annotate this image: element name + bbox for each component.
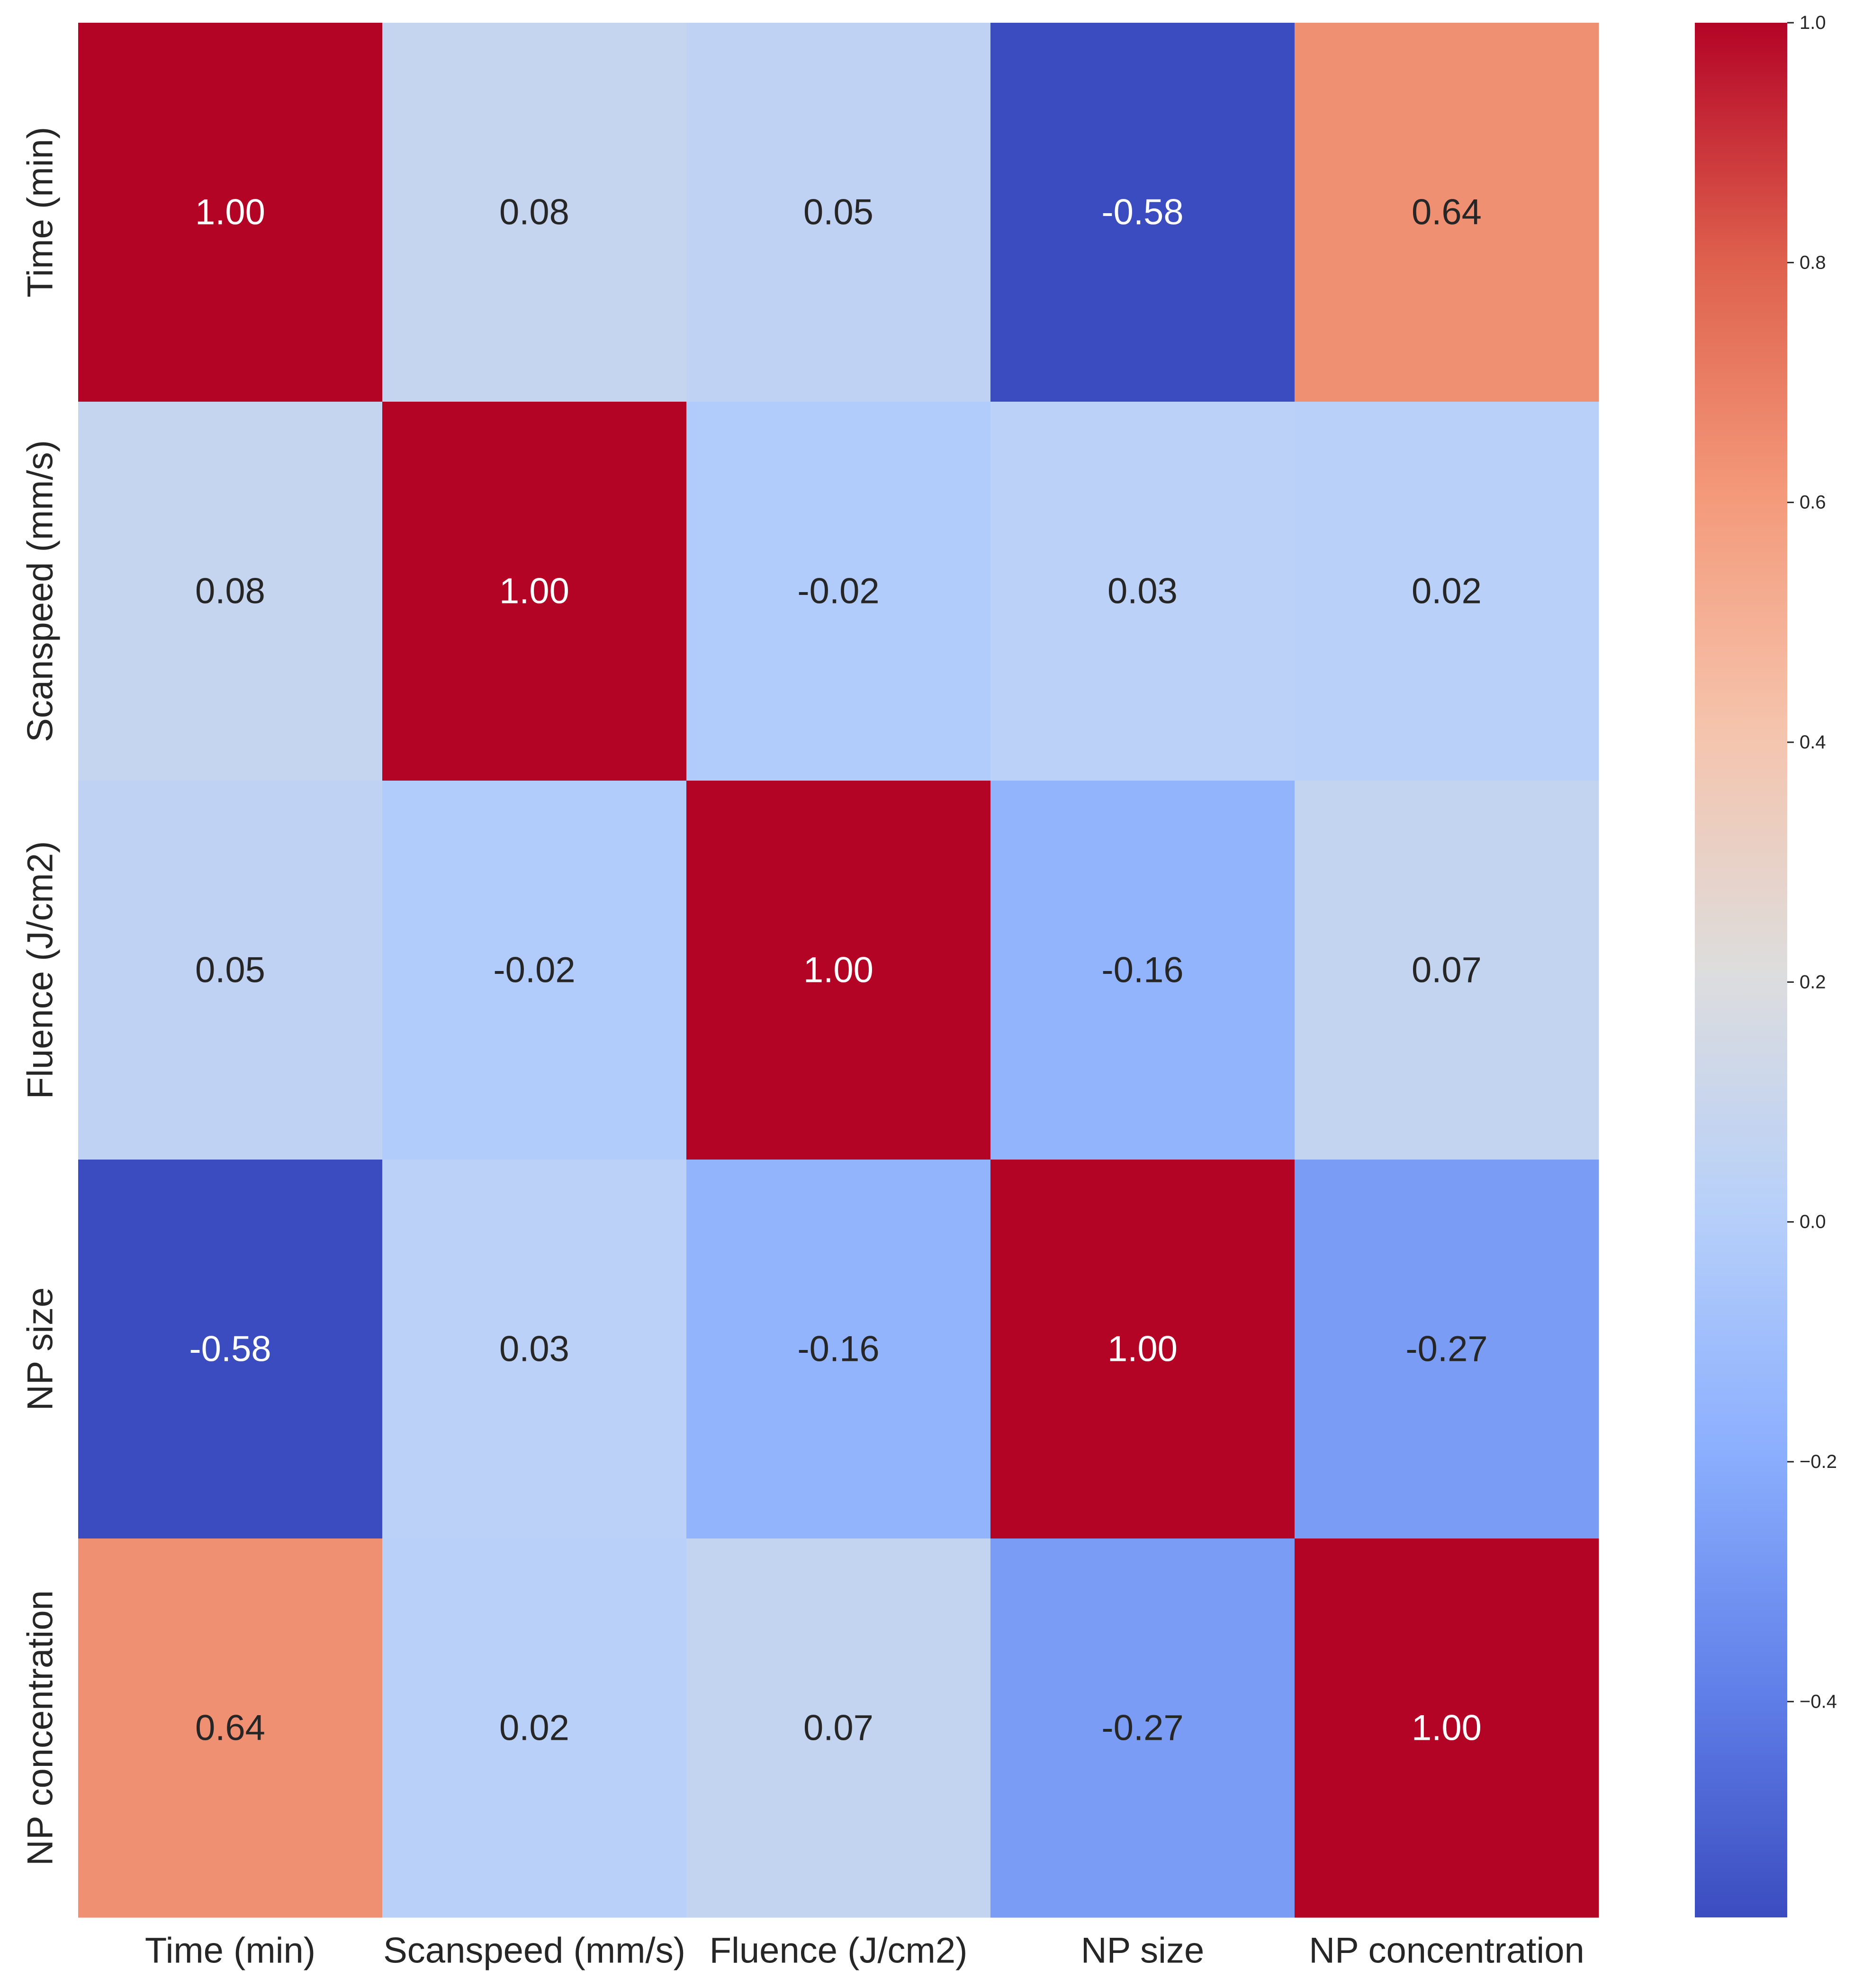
heatmap-cell-label-r1-c4: 0.02 (1412, 571, 1482, 612)
heatmap-cell-r2-c3 (990, 781, 1295, 1160)
heatmap-cell-label-r4-c3: -0.27 (1101, 1708, 1183, 1748)
heatmap-cell-r3-c2 (686, 1160, 991, 1539)
heatmap-cell-label-r0-c2: 0.05 (803, 192, 873, 233)
heatmap-cell-label-r1-c3: 0.03 (1107, 571, 1178, 612)
heatmap-cell-r3-c0 (78, 1160, 383, 1539)
heatmap-cell-r4-c3 (990, 1538, 1295, 1918)
heatmap-cell-label-r2-c1: -0.02 (493, 950, 575, 990)
y-tick-label-3: NP size (20, 1287, 61, 1411)
heatmap-cell-r4-c0 (78, 1538, 383, 1918)
heatmap-cell-label-r3-c0: -0.58 (189, 1329, 271, 1369)
heatmap-cell-label-r2-c3: -0.16 (1101, 950, 1183, 990)
heatmap-cell-label-r2-c0: 0.05 (195, 950, 265, 990)
heatmap-cell-r0-c2 (686, 23, 991, 402)
colorbar-tick-label-5: 0.0 (1800, 1212, 1826, 1232)
heatmap-cell-r2-c2 (686, 781, 991, 1160)
colorbar-tick-label-3: 0.4 (1800, 732, 1826, 753)
heatmap-cell-r3-c3 (990, 1160, 1295, 1539)
heatmap-cell-r0-c4 (1295, 23, 1599, 402)
heatmap-cell-r3-c4 (1295, 1160, 1599, 1539)
heatmap-cell-r3-c1 (382, 1160, 687, 1539)
x-tick-label-3: NP size (1081, 1931, 1204, 1971)
heatmap-cell-r1-c2 (686, 402, 991, 781)
heatmap-cell-label-r4-c0: 0.64 (195, 1708, 265, 1748)
heatmap-cell-label-r0-c3: -0.58 (1101, 192, 1183, 233)
heatmap-cell-r1-c0 (78, 402, 383, 781)
heatmap-cell-label-r2-c2: 1.00 (803, 950, 873, 990)
heatmap-cell-label-r0-c4: 0.64 (1412, 192, 1482, 233)
heatmap-cell-r0-c3 (990, 23, 1295, 402)
y-tick-label-1: Scanspeed (mm/s) (20, 440, 61, 742)
heatmap-cell-r1-c1 (382, 402, 687, 781)
y-tick-label-0: Time (min) (20, 127, 61, 297)
x-tick-label-0: Time (min) (145, 1931, 315, 1971)
heatmap-cell-r0-c0 (78, 23, 383, 402)
colorbar-tick-label-0: 1.0 (1800, 12, 1826, 33)
x-tick-label-2: Fluence (J/cm2) (710, 1931, 968, 1971)
heatmap-cell-label-r3-c1: 0.03 (499, 1329, 569, 1369)
x-tick-label-1: Scanspeed (mm/s) (383, 1931, 685, 1971)
colorbar-tick-label-2: 0.6 (1800, 492, 1826, 513)
heatmap-cell-label-r1-c2: -0.02 (797, 571, 879, 612)
heatmap-cell-label-r2-c4: 0.07 (1412, 950, 1482, 990)
heatmap-cell-label-r1-c1: 1.00 (499, 571, 569, 612)
heatmap-cell-r4-c1 (382, 1538, 687, 1918)
colorbar-tick-label-6: −0.2 (1800, 1451, 1837, 1472)
heatmap-cell-label-r1-c0: 0.08 (195, 571, 265, 612)
heatmap-cell-r0-c1 (382, 23, 687, 402)
heatmap-cell-label-r0-c0: 1.00 (195, 192, 265, 233)
heatmap-cell-r4-c4 (1295, 1538, 1599, 1918)
heatmap-cell-label-r3-c2: -0.16 (797, 1329, 879, 1369)
heatmap-cell-label-r3-c3: 1.00 (1107, 1329, 1178, 1369)
heatmap-cell-label-r0-c1: 0.08 (499, 192, 569, 233)
heatmap-cell-r4-c2 (686, 1538, 991, 1918)
heatmap-cell-label-r4-c4: 1.00 (1412, 1708, 1482, 1748)
x-tick-label-4: NP concentration (1309, 1931, 1584, 1971)
y-tick-label-2: Fluence (J/cm2) (20, 841, 61, 1099)
heatmap-cell-r1-c3 (990, 402, 1295, 781)
colorbar-tick-label-4: 0.2 (1800, 972, 1826, 992)
heatmap-cell-r1-c4 (1295, 402, 1599, 781)
colorbar (1695, 23, 1787, 1917)
heatmap-cell-label-r4-c2: 0.07 (803, 1708, 873, 1748)
colorbar-tick-label-7: −0.4 (1800, 1691, 1837, 1712)
colorbar-tick-label-1: 0.8 (1800, 252, 1826, 273)
heatmap-cell-label-r3-c4: -0.27 (1405, 1329, 1487, 1369)
heatmap-cell-r2-c4 (1295, 781, 1599, 1160)
y-tick-label-4: NP concentration (20, 1590, 61, 1866)
heatmap-cell-r2-c1 (382, 781, 687, 1160)
heatmap-cell-r2-c0 (78, 781, 383, 1160)
heatmap-cell-label-r4-c1: 0.02 (499, 1708, 569, 1748)
